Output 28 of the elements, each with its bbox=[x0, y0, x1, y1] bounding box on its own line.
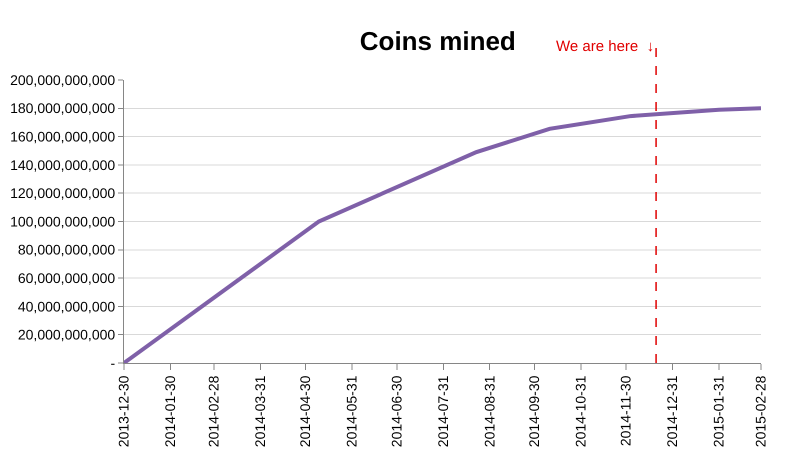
x-tick-label: 2014-03-31 bbox=[252, 375, 268, 448]
y-tick-label: 120,000,000,000 bbox=[10, 185, 116, 202]
x-tick-label: 2014-06-30 bbox=[388, 375, 404, 448]
x-tick-label: 2014-01-30 bbox=[162, 375, 178, 448]
x-tick-label: 2015-02-28 bbox=[752, 375, 769, 448]
x-tick-label: 2014-04-30 bbox=[296, 375, 313, 448]
x-tick-label: 2014-05-31 bbox=[343, 375, 360, 448]
x-tick-label: 2014-08-31 bbox=[481, 375, 498, 448]
x-tick-label: 2014-10-31 bbox=[572, 375, 589, 448]
y-tick-label: 200,000,000,000 bbox=[10, 72, 116, 88]
x-tick-label: 2014-11-30 bbox=[618, 375, 634, 446]
y-tick-label: 40,000,000,000 bbox=[18, 298, 116, 314]
x-tick-label: 2014-07-31 bbox=[434, 375, 451, 448]
y-tick-label: 100,000,000,000 bbox=[10, 213, 116, 230]
ref-line-label: We are here ↓ bbox=[556, 38, 654, 55]
y-tick-label: - bbox=[110, 354, 116, 371]
x-tick-label: 2014-09-30 bbox=[526, 375, 542, 448]
chart-title: Coins mined bbox=[360, 26, 516, 56]
x-tick-label: 2013-12-30 bbox=[116, 375, 132, 448]
y-tick-label: 60,000,000,000 bbox=[18, 270, 116, 286]
x-tick-label: 2015-01-31 bbox=[710, 375, 727, 448]
y-tick-label: 20,000,000,000 bbox=[18, 326, 116, 343]
y-tick-label: 140,000,000,000 bbox=[10, 156, 116, 173]
y-tick-label: 80,000,000,000 bbox=[18, 242, 116, 258]
x-tick-label: 2014-12-31 bbox=[664, 375, 680, 448]
y-tick-label: 160,000,000,000 bbox=[10, 128, 116, 144]
x-tick-label: 2014-02-28 bbox=[205, 375, 222, 448]
y-tick-label: 180,000,000,000 bbox=[10, 100, 116, 116]
